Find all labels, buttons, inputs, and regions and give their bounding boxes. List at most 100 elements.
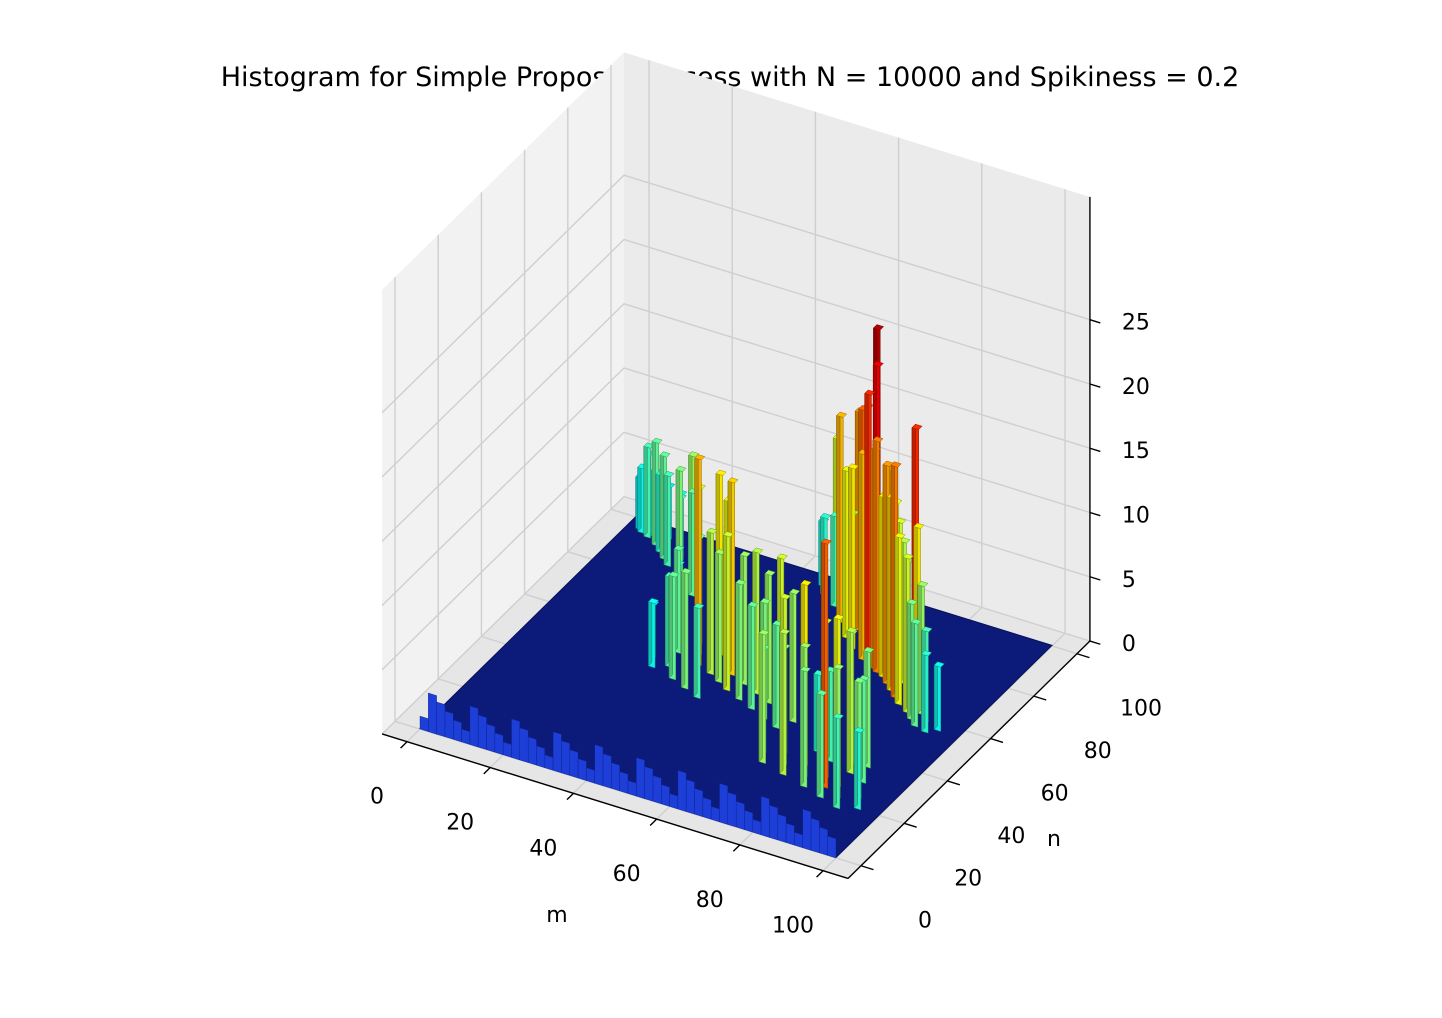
floor-edge-bin	[744, 810, 753, 833]
y-tick-label: 20	[954, 866, 982, 891]
floor-edge-bin	[469, 705, 479, 748]
histogram-bar	[847, 463, 859, 650]
floor-edge-bin	[428, 692, 437, 735]
x-tick	[649, 818, 658, 826]
histogram-bar	[648, 597, 660, 669]
x-tick	[483, 767, 491, 775]
floor-edge-bin	[810, 817, 820, 854]
floor-edge-bin	[494, 732, 504, 756]
histogram-bar	[789, 588, 801, 724]
floor-edge-bin	[819, 826, 828, 856]
histogram-bar	[894, 532, 906, 706]
grid-line-z	[381, 303, 1091, 542]
floor-edge-bin	[777, 813, 787, 843]
floor-edge-bin	[652, 775, 662, 805]
histogram-bar	[882, 460, 894, 686]
floor-edge-bin	[503, 741, 512, 758]
z-tick	[1089, 319, 1101, 324]
floor-edge-bin	[760, 795, 770, 838]
floor-edge-bin	[544, 754, 554, 771]
floor-edge-bin	[827, 835, 837, 859]
grid-line-z	[381, 174, 1091, 414]
floor-edge-bin	[802, 808, 812, 851]
floor-edge-bin	[677, 770, 687, 812]
histogram-bar	[663, 470, 675, 568]
floor-edge-bin	[794, 831, 803, 848]
floor-edge-bin	[785, 822, 795, 846]
histogram-bar	[917, 580, 929, 716]
floor-edge-bin	[569, 749, 579, 779]
histogram-bar	[722, 530, 734, 692]
floor-edge-bin	[627, 780, 637, 797]
histogram-bar	[714, 548, 726, 684]
floor-edge-bin	[636, 757, 645, 799]
x-tick-label: 100	[772, 914, 814, 939]
axes: 0 20 40 60 80 100 0 20 40 60 80 100 0 5 10 15 20 25	[370, 196, 1162, 939]
histogram-bar	[668, 571, 680, 681]
floor-edge-bin	[453, 719, 462, 743]
x-axis-label: m	[546, 903, 567, 928]
floor-edge-bin	[444, 710, 454, 740]
x-tick	[400, 741, 408, 749]
z-tick	[1089, 511, 1101, 517]
y-tick	[1033, 695, 1047, 701]
grid-line-z	[381, 495, 1091, 735]
floor-edge-bin	[661, 784, 670, 807]
floor-edge-bin	[436, 701, 446, 737]
floor-edge-bin	[702, 797, 712, 820]
y-tick-label: 0	[918, 909, 932, 934]
histogram-bar	[735, 578, 747, 701]
histogram-bar	[841, 465, 853, 640]
histogram-bar	[832, 712, 844, 810]
x-tick	[816, 870, 824, 878]
histogram-bar	[799, 665, 811, 788]
histogram-bar	[779, 628, 791, 776]
histogram-bar	[858, 448, 870, 661]
floor-edge-bin	[752, 819, 762, 836]
floor-edge-bin	[669, 793, 679, 810]
z-tick-label: 15	[1122, 439, 1150, 464]
z-tick	[1089, 447, 1101, 453]
floor-edge-bin	[577, 758, 587, 781]
floor-edge-bin	[694, 788, 704, 817]
histogram-bar	[651, 437, 663, 547]
histogram-bar	[693, 602, 705, 700]
floor-edge-bin	[644, 766, 654, 802]
z-tick-label: 5	[1122, 568, 1136, 593]
y-tick	[947, 780, 961, 786]
floor-edge-bin	[586, 767, 595, 784]
floor-edge-bin	[769, 804, 778, 841]
floor-edge-bin	[719, 783, 728, 825]
floor-edge-bin	[727, 792, 737, 828]
z-tick-label: 10	[1122, 504, 1150, 529]
histogram-bar	[758, 629, 770, 765]
histogram-bar	[864, 389, 876, 666]
grid-line-z	[381, 367, 1091, 606]
floor-edge-bin	[602, 753, 612, 789]
y-tick-label: 80	[1084, 739, 1112, 764]
histogram-bar	[747, 601, 759, 711]
floor-edge-bin	[536, 745, 545, 768]
histogram-bar	[643, 442, 655, 539]
histogram-bar	[772, 620, 784, 730]
histogram-bar	[910, 618, 922, 728]
histogram-bar	[890, 461, 902, 699]
x-tick-label: 40	[529, 836, 557, 861]
z-tick	[1089, 383, 1101, 388]
floor-edge-bin	[528, 736, 537, 766]
x-tick-label: 80	[696, 888, 724, 913]
x-tick-label: 20	[446, 811, 474, 836]
z-tick-label: 20	[1122, 375, 1150, 400]
histogram-bar	[836, 411, 848, 624]
histogram-bar	[680, 567, 693, 690]
y-tick	[903, 822, 917, 828]
y-tick	[860, 865, 874, 871]
x-tick-label: 60	[613, 862, 641, 887]
histogram-bar	[816, 689, 828, 799]
floor-edge-bin	[619, 771, 629, 794]
histogram-bars	[635, 324, 945, 811]
y-axis-line	[847, 640, 1091, 879]
floor-edge-bin	[611, 762, 620, 792]
floor-edge-bin	[511, 718, 520, 761]
